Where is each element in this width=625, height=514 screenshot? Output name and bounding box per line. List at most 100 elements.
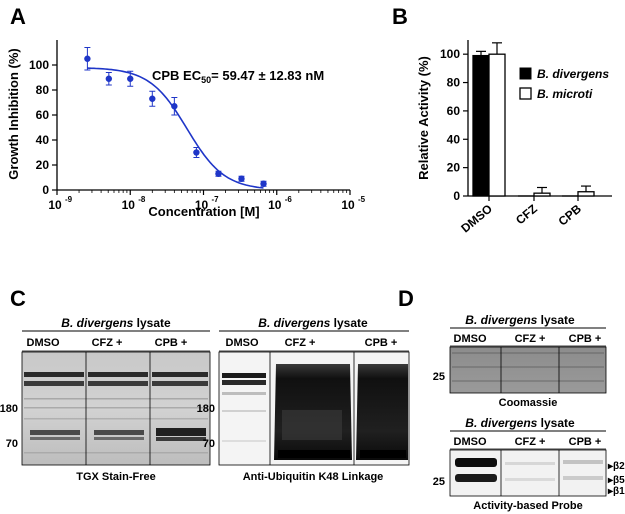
legend-swatch-divergens [519, 67, 532, 80]
lane-label-cpb: CPB + [365, 337, 398, 349]
y-tick-label: 80 [36, 83, 50, 97]
lane-label-cfz: CFZ + [92, 337, 123, 349]
lane-label-dmso: DMSO [454, 436, 487, 448]
y-tick-label: 100 [440, 47, 460, 61]
legend-swatch-microti [519, 87, 532, 100]
gel-title: B. divergens lysate [258, 316, 368, 330]
x-axis-label: Concentration [M] [148, 204, 259, 219]
ec50-annotation: CPB EC50= 59.47 ± 12.83 nM [152, 68, 324, 85]
marker-70: 70 [203, 438, 215, 450]
data-point [171, 103, 178, 110]
x-tick-label: 10 [48, 198, 62, 212]
legend-label-divergens: B. divergens [537, 67, 609, 81]
panel-letter-b: B [392, 4, 408, 29]
panel-letter-a: A [10, 4, 26, 29]
gel-caption: TGX Stain-Free [76, 471, 155, 483]
x-tick-label: 10 [268, 198, 282, 212]
marker-70: 70 [6, 438, 18, 450]
bar [488, 53, 506, 197]
gel-title: B. divergens lysate [465, 313, 575, 327]
legend-label-microti: B. microti [537, 87, 593, 101]
lane-label-cpb: CPB + [569, 436, 602, 448]
ec50-sub: 50 [201, 75, 211, 85]
gel-title: B. divergens lysate [61, 316, 171, 330]
relative-activity-chart: 0 20 40 60 80 100 DMSO CFZ CPB Relative Activit… [416, 40, 612, 235]
lane-label-cfz: CFZ + [285, 337, 316, 349]
legend: B. divergens B. microti [519, 67, 609, 101]
coomassie-frame [449, 346, 607, 394]
x-tick-exponent: -8 [138, 195, 146, 204]
fit-curve [87, 67, 264, 189]
lane-label-cfz: CFZ + [515, 436, 546, 448]
data-point [260, 180, 267, 187]
subunit-beta5-label: β5 [613, 475, 625, 486]
lane-label-cfz: CFZ + [515, 333, 546, 345]
ec50-main: CPB EC [152, 68, 202, 83]
gel-d-probe: B. divergens lysate DMSO CFZ + CPB + 25 … [433, 416, 625, 512]
lane-label-cpb: CPB + [155, 337, 188, 349]
data-point [215, 170, 222, 177]
y-tick-label: 0 [453, 189, 460, 203]
probe-frame [449, 449, 607, 497]
lane-label-dmso: DMSO [454, 333, 487, 345]
gel-caption: Activity-based Probe [473, 500, 582, 512]
subunit-beta2: ▸β2 [607, 461, 625, 472]
subunit-beta2-label: β2 [613, 461, 625, 472]
x-tick-exponent: -5 [358, 195, 366, 204]
y-tick-label: 60 [36, 108, 50, 122]
data-point [149, 95, 156, 102]
blot-frame [218, 351, 410, 466]
y-tick-label: 40 [447, 132, 461, 146]
y-tick-label: 20 [447, 161, 461, 175]
gel-title-rest: lysate [537, 313, 575, 327]
data-point [84, 55, 91, 62]
data-point [193, 149, 200, 156]
lane-label-cpb: CPB + [569, 333, 602, 345]
blot-caption: Anti-Ubiquitin K48 Linkage [243, 471, 384, 483]
gel-c-left: B. divergens lysate DMSO CFZ + CPB + 180… [0, 316, 211, 483]
y-axis-label: Growth Inhibition (%) [6, 48, 21, 179]
x-tick-exponent: -9 [65, 195, 73, 204]
data-point [105, 75, 113, 82]
coomassie-image [450, 347, 606, 393]
y-tick-label: 100 [29, 58, 49, 72]
category-label: CFZ [513, 202, 540, 228]
gel-title-species: B. divergens [465, 416, 537, 430]
subunit-beta1: ▸β1 [607, 486, 625, 497]
gel-title: B. divergens lysate [465, 416, 575, 430]
subunit-beta5: ▸β5 [607, 475, 625, 486]
gel-caption: Coomassie [499, 397, 558, 409]
gel-frame [21, 351, 211, 466]
gel-bands [24, 372, 208, 454]
blot-bands [222, 364, 408, 460]
lane-label-dmso: DMSO [226, 337, 259, 349]
gel-c-right: B. divergens lysate DMSO CFZ + CPB + 180… [197, 316, 410, 483]
bar [577, 191, 595, 197]
gel-d-coomassie: B. divergens lysate DMSO CFZ + CPB + 25 … [433, 313, 607, 409]
gel-title-species: B. divergens [61, 316, 133, 330]
gel-title-species: B. divergens [258, 316, 330, 330]
marker-180: 180 [197, 403, 215, 415]
ec50-rest: = 59.47 ± 12.83 nM [211, 68, 324, 83]
x-tick-label: 10 [195, 198, 209, 212]
x-tick-label: 10 [341, 198, 355, 212]
y-tick-label: 60 [447, 104, 461, 118]
marker-25: 25 [433, 371, 445, 383]
category-label: CPB [556, 201, 585, 228]
bar [472, 54, 490, 197]
probe-image [450, 450, 606, 496]
marker-180: 180 [0, 403, 18, 415]
lane-label-dmso: DMSO [27, 337, 60, 349]
data-point [127, 75, 134, 82]
data-point [238, 175, 245, 182]
gel-title-rest: lysate [133, 316, 171, 330]
panel-letter-d: D [398, 286, 414, 311]
y-tick-label: 0 [42, 183, 49, 197]
bar [533, 192, 551, 197]
gel-title-rest: lysate [537, 416, 575, 430]
y-axis-label-b: Relative Activity (%) [416, 56, 431, 180]
y-tick-label: 20 [36, 158, 50, 172]
panel-letter-c: C [10, 286, 26, 311]
